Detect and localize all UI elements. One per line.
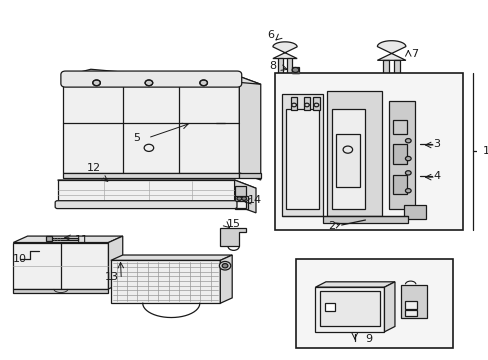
Bar bbox=[303, 97, 309, 111]
Polygon shape bbox=[13, 243, 108, 289]
Bar bbox=[296, 258, 452, 348]
Bar bbox=[45, 237, 52, 242]
Polygon shape bbox=[315, 287, 384, 332]
Polygon shape bbox=[58, 180, 256, 188]
Circle shape bbox=[145, 80, 152, 86]
Polygon shape bbox=[315, 282, 394, 287]
Text: 12: 12 bbox=[87, 163, 101, 173]
Bar bbox=[63, 173, 239, 178]
Circle shape bbox=[405, 139, 410, 143]
Polygon shape bbox=[58, 180, 234, 205]
Bar bbox=[382, 60, 388, 78]
Text: 4: 4 bbox=[432, 171, 440, 181]
Polygon shape bbox=[111, 255, 232, 260]
Text: 3: 3 bbox=[432, 139, 439, 149]
Bar bbox=[234, 196, 247, 209]
Bar bbox=[392, 144, 407, 164]
Circle shape bbox=[222, 264, 227, 268]
Bar bbox=[291, 67, 298, 75]
Bar bbox=[46, 238, 78, 240]
Bar bbox=[277, 58, 282, 74]
Polygon shape bbox=[326, 91, 381, 216]
Polygon shape bbox=[282, 94, 322, 216]
Bar bbox=[394, 60, 399, 78]
Polygon shape bbox=[322, 216, 407, 223]
Polygon shape bbox=[234, 180, 256, 213]
Polygon shape bbox=[220, 228, 246, 246]
Circle shape bbox=[405, 189, 410, 193]
Bar bbox=[403, 205, 426, 219]
Bar bbox=[404, 301, 416, 309]
Bar bbox=[400, 285, 427, 318]
Polygon shape bbox=[272, 42, 297, 59]
Bar bbox=[388, 102, 415, 208]
Circle shape bbox=[93, 80, 100, 86]
Text: 11: 11 bbox=[74, 235, 88, 245]
Text: 15: 15 bbox=[226, 219, 240, 229]
Circle shape bbox=[405, 157, 410, 161]
Text: 9: 9 bbox=[365, 334, 372, 344]
Bar bbox=[234, 186, 246, 202]
Circle shape bbox=[200, 80, 207, 86]
Polygon shape bbox=[13, 236, 122, 243]
Polygon shape bbox=[239, 173, 260, 178]
Bar bbox=[404, 310, 416, 316]
Bar bbox=[320, 291, 379, 327]
FancyBboxPatch shape bbox=[55, 201, 237, 208]
Text: 7: 7 bbox=[410, 49, 417, 59]
Text: 10: 10 bbox=[13, 254, 26, 264]
Polygon shape bbox=[63, 76, 239, 173]
Polygon shape bbox=[220, 255, 232, 303]
Text: 13: 13 bbox=[104, 272, 119, 282]
Polygon shape bbox=[13, 289, 108, 293]
Bar bbox=[236, 202, 245, 208]
Polygon shape bbox=[63, 69, 260, 84]
Polygon shape bbox=[108, 236, 122, 289]
Text: 14: 14 bbox=[247, 195, 262, 205]
Bar bbox=[312, 97, 319, 111]
Circle shape bbox=[237, 197, 241, 201]
Polygon shape bbox=[384, 282, 394, 332]
Text: 8: 8 bbox=[269, 62, 276, 71]
Circle shape bbox=[291, 67, 298, 72]
Polygon shape bbox=[377, 41, 405, 60]
Bar bbox=[335, 134, 359, 187]
Polygon shape bbox=[111, 260, 220, 303]
Bar bbox=[274, 73, 462, 230]
Text: 5: 5 bbox=[133, 133, 140, 143]
FancyBboxPatch shape bbox=[61, 71, 241, 87]
Bar bbox=[290, 97, 297, 111]
Circle shape bbox=[405, 171, 410, 175]
Text: 6: 6 bbox=[266, 30, 273, 40]
Bar bbox=[392, 175, 407, 194]
Polygon shape bbox=[239, 76, 260, 180]
Bar bbox=[287, 58, 292, 74]
Text: 2: 2 bbox=[328, 221, 335, 231]
Bar bbox=[392, 120, 407, 134]
Text: 1: 1 bbox=[481, 147, 488, 157]
Circle shape bbox=[219, 261, 230, 270]
Bar bbox=[325, 303, 335, 311]
Circle shape bbox=[241, 197, 246, 201]
Polygon shape bbox=[285, 109, 318, 208]
Polygon shape bbox=[331, 109, 365, 208]
